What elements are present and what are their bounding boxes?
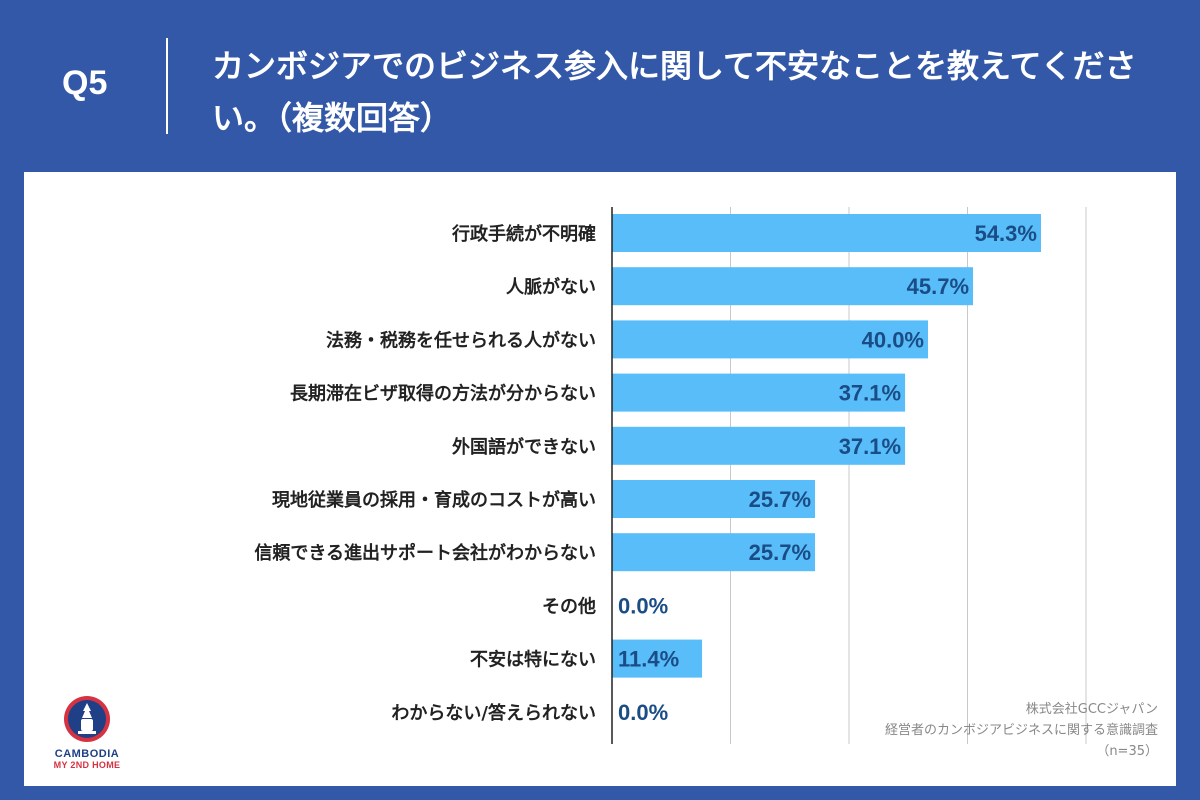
logo-top-text: CAMBODIA [54,748,120,760]
category-label: 外国語ができない [452,436,596,458]
cambodia-logo-icon [64,696,110,742]
header-divider [166,38,168,134]
bar [612,267,974,306]
value-label: 40.0% [862,327,924,352]
logo-bottom-text: MY 2ND HOME [53,760,121,770]
value-label: 25.7% [749,487,811,512]
category-label: 長期滞在ビザ取得の方法が分からない [290,383,596,405]
value-label: 54.3% [975,221,1037,246]
category-label: 信頼できる進出サポート会社がわからない [254,542,596,564]
category-label: 行政手続が不明確 [451,223,596,245]
question-title: カンボジアでのビジネス参入に関して不安なことを教えてください。（複数回答） [212,47,1137,137]
source-line-survey: 経営者のカンボジアビジネスに関する意識調査 [884,723,1158,738]
value-label: 0.0% [618,593,668,618]
bar [612,214,1041,252]
category-label: その他 [542,595,596,617]
source-line-sample: （n=35） [1096,744,1158,759]
bar [612,480,816,518]
bar [612,639,703,678]
logo: CAMBODIA MY 2ND HOME [42,694,132,770]
bar [612,320,928,359]
value-label: 45.7% [907,274,969,299]
bar [612,373,906,412]
question-label: Q5 [62,64,108,102]
value-label: 37.1% [839,381,901,406]
header: Q5 カンボジアでのビジネス参入に関して不安なことを教えてください。（複数回答） [0,0,1200,170]
bar-chart: 行政手続が不明確 54.3% 人脈がない 45.7% 法務・税務を任せられる人がない 40… [254,207,1087,744]
value-label: 25.7% [749,540,811,565]
category-label: 現地従業員の採用・育成のコストが高い [272,489,596,511]
value-label: 37.1% [839,434,901,459]
category-label: 人脈がない [506,276,596,298]
source-line-company: 株式会社GCCジャパン [1025,702,1158,717]
value-label: 11.4% [618,647,679,672]
category-label: 不安は特にない [470,649,596,671]
source-note: 株式会社GCCジャパン 経営者のカンボジアビジネスに関する意識調査 （n=35） [885,699,1158,762]
category-label: わからない/答えられない [391,702,596,724]
category-label: 法務・税務を任せられる人がない [326,329,596,351]
value-label: 0.0% [618,700,668,725]
chart-card: 行政手続が不明確 54.3% 人脈がない 45.7% 法務・税務を任せられる人がない 40… [24,172,1176,786]
bar [612,533,816,572]
bar [612,426,906,465]
